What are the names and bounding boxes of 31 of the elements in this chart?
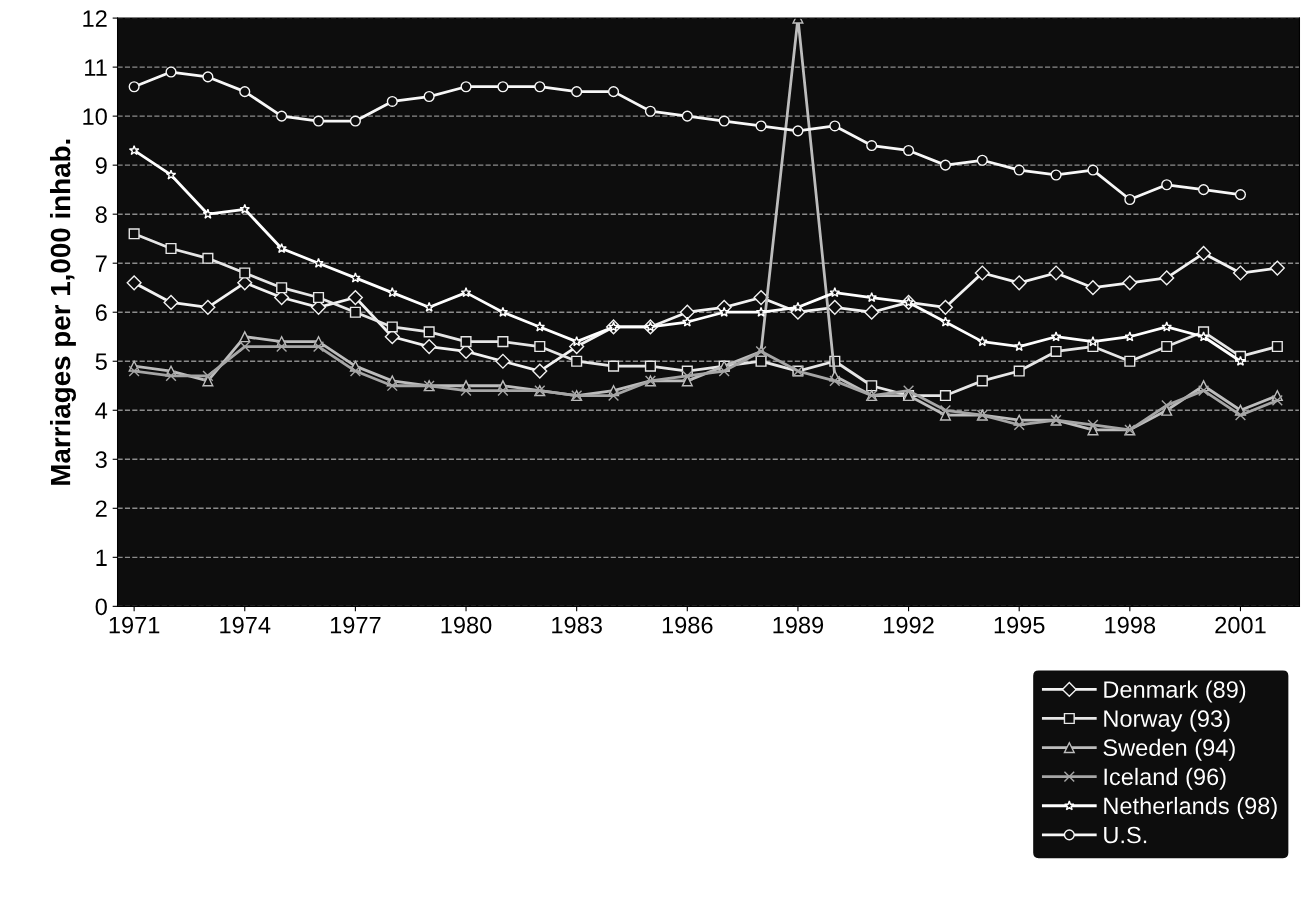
legend-label: Netherlands (98): [1104, 796, 1277, 819]
legend-label: Denmark (89): [1104, 680, 1246, 703]
x-tick-label: 1974: [220, 616, 271, 634]
y-tick-label: 6: [95, 304, 107, 322]
y-tick-label: 5: [95, 353, 107, 371]
x-tick-label: 1998: [1105, 616, 1156, 634]
y-tick-label: 1: [96, 549, 107, 566]
y-axis-title: Marriages per 1,000 inhab.: [49, 139, 76, 485]
x-tick-label: 1986: [662, 616, 713, 634]
y-tick-label: 7: [95, 255, 107, 272]
y-tick-label: 11: [85, 59, 107, 76]
x-tick-label: 1989: [773, 616, 824, 634]
y-tick-label: 8: [95, 206, 107, 223]
x-tick-label: 1992: [884, 616, 934, 634]
y-tick-label: 4: [95, 402, 108, 419]
y-tick-label: 3: [95, 451, 107, 469]
x-tick-label: 1983: [552, 616, 602, 634]
y-tick-label: 0: [95, 598, 107, 616]
x-tick-label: 1977: [330, 616, 381, 634]
y-tick-label: 2: [95, 500, 107, 517]
y-tick-label: 9: [95, 157, 107, 174]
x-tick-label: 1971: [109, 616, 160, 634]
x-tick-label: 1980: [441, 616, 492, 634]
legend-label: Iceland (96): [1104, 767, 1226, 790]
x-tick-label: 2001: [1215, 616, 1266, 634]
y-tick-label: 12: [83, 10, 107, 27]
legend-label: Sweden (94): [1103, 738, 1235, 761]
legend-label: Norway (93): [1104, 709, 1230, 732]
legend-label: U.S.: [1104, 826, 1147, 844]
x-tick-label: 1995: [994, 616, 1045, 634]
y-tick-label: 10: [83, 108, 107, 125]
